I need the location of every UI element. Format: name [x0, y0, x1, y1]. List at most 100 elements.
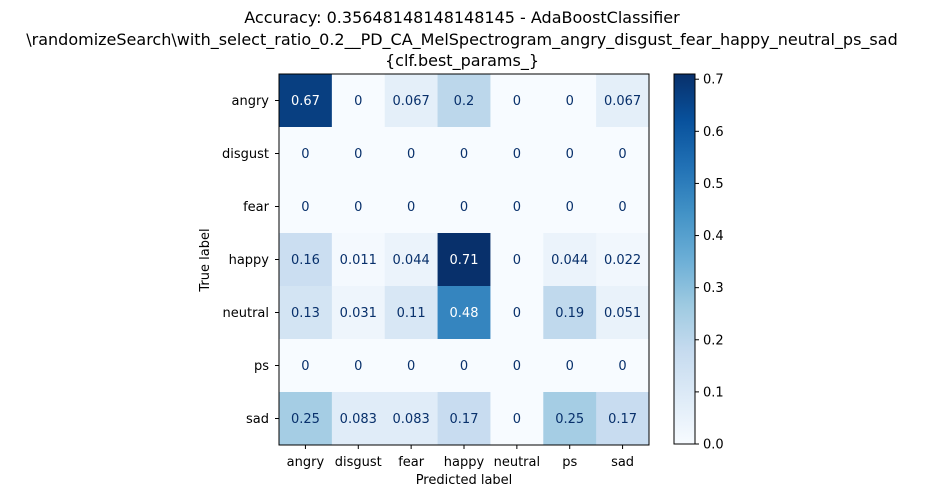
y-axis-ticks: angry disgust fear happy neutral ps sad: [222, 94, 279, 427]
colorbar-tick-label: 0.7: [703, 73, 724, 88]
heatmap-cell: [331, 233, 386, 287]
cell-value-label: 0: [354, 147, 362, 162]
heatmap-cell: [279, 180, 333, 234]
heatmap-cell: [331, 180, 386, 234]
heatmap-cell: [437, 392, 491, 446]
cell-value-label: 0: [407, 200, 415, 215]
cell-value-label: 0: [407, 147, 415, 162]
heatmap-cell: [543, 392, 597, 446]
cell-value-label: 0: [354, 94, 362, 109]
heatmap-cell: [437, 180, 491, 234]
cell-value-label: 0: [407, 359, 415, 374]
cell-value-label: 0.051: [604, 306, 641, 321]
heatmap-cell: [596, 233, 650, 287]
colorbar-tick-label: 0.1: [703, 385, 724, 400]
cell-value-label: 0: [354, 200, 362, 215]
x-tick-label: fear: [398, 455, 425, 470]
cell-value-label: 0: [513, 94, 521, 109]
heatmap-cell: [490, 286, 544, 340]
title-line-3: {clf.best_params_}: [385, 51, 539, 71]
heatmap-cell: [543, 286, 597, 340]
cell-value-label: 0.19: [555, 306, 584, 321]
cell-value-label: 0: [618, 359, 626, 374]
cell-value-label: 0: [566, 359, 574, 374]
heatmap-cell: [437, 74, 491, 128]
heatmap-cell: [384, 339, 439, 393]
x-tick-label: sad: [611, 455, 634, 470]
y-tick-label: happy: [229, 253, 270, 268]
colorbar-tick-label: 0.4: [703, 229, 724, 244]
colorbar: [673, 73, 696, 445]
colorbar-tick-label: 0.6: [703, 125, 724, 140]
y-tick-label: angry: [232, 94, 270, 109]
heatmap-cell: [384, 233, 439, 287]
heatmap-cell: [596, 74, 650, 128]
x-tick-label: disgust: [335, 455, 382, 470]
heatmap-cell: [384, 74, 439, 128]
heatmap-cell: [279, 127, 333, 181]
chart-title: Accuracy: 0.35648148148148145 - AdaBoost…: [26, 8, 897, 71]
cell-value-label: 0: [460, 359, 468, 374]
cell-value-label: 0: [301, 359, 309, 374]
cell-value-label: 0.2: [454, 94, 475, 109]
cell-value-label: 0.067: [604, 94, 641, 109]
heatmap-cell: [384, 286, 439, 340]
cell-value-label: 0.11: [397, 306, 426, 321]
heatmap-cell: [490, 392, 544, 446]
y-tick-label: neutral: [223, 306, 270, 321]
heatmap-cell: [331, 339, 386, 393]
title-line-2: \randomizeSearch\with_select_ratio_0.2__…: [26, 30, 897, 50]
cell-value-label: 0: [513, 306, 521, 321]
cell-value-label: 0: [618, 147, 626, 162]
cell-value-label: 0.17: [450, 412, 479, 427]
cell-value-label: 0.083: [340, 412, 377, 427]
heatmap-cell: [437, 127, 491, 181]
cell-value-label: 0.031: [340, 306, 377, 321]
y-axis-label: True label: [198, 228, 213, 292]
heatmap-cell: [279, 392, 333, 446]
colorbar-tick-label: 0.3: [703, 281, 724, 296]
heatmap-cell: [490, 74, 544, 128]
cell-value-label: 0: [513, 412, 521, 427]
cell-value-label: 0: [513, 359, 521, 374]
cell-value-label: 0.067: [393, 94, 430, 109]
heatmap-cell: [279, 233, 333, 287]
heatmap-cell: [596, 127, 650, 181]
cell-value-label: 0.011: [340, 253, 377, 268]
heatmap-cell: [384, 127, 439, 181]
cell-value-label: 0: [513, 253, 521, 268]
heatmap-cell: [331, 392, 386, 446]
heatmap-cell: [543, 180, 597, 234]
cell-value-label: 0: [460, 147, 468, 162]
y-tick-label: fear: [243, 200, 270, 215]
cell-value-label: 0.25: [291, 412, 320, 427]
x-tick-label: ps: [562, 455, 577, 470]
y-tick-label: sad: [246, 412, 269, 427]
cell-value-label: 0.044: [393, 253, 430, 268]
x-axis-label: Predicted label: [416, 473, 513, 488]
cell-value-label: 0: [513, 147, 521, 162]
heatmap-cell: [543, 339, 597, 393]
cell-value-label: 0.67: [291, 94, 320, 109]
y-tick-label: ps: [254, 359, 269, 374]
heatmap-cell: [596, 180, 650, 234]
cell-value-label: 0: [301, 147, 309, 162]
heatmap-cell: [331, 286, 386, 340]
cell-value-label: 0.17: [608, 412, 637, 427]
heatmap-cell: [490, 180, 544, 234]
y-tick-label: disgust: [222, 147, 269, 162]
heatmap-cell: [437, 233, 491, 287]
cell-value-label: 0: [566, 147, 574, 162]
x-tick-label: neutral: [494, 455, 541, 470]
heatmap-cell: [437, 339, 491, 393]
cell-value-label: 0.044: [551, 253, 588, 268]
cell-value-label: 0.25: [555, 412, 584, 427]
heatmap-cell: [279, 286, 333, 340]
heatmap-cell: [437, 286, 491, 340]
cell-value-label: 0.71: [450, 253, 479, 268]
cell-value-label: 0: [513, 200, 521, 215]
heatmap-cell: [279, 339, 333, 393]
cell-value-label: 0: [301, 200, 309, 215]
heatmap-cell: [490, 127, 544, 181]
heatmap-cell: [279, 74, 333, 128]
